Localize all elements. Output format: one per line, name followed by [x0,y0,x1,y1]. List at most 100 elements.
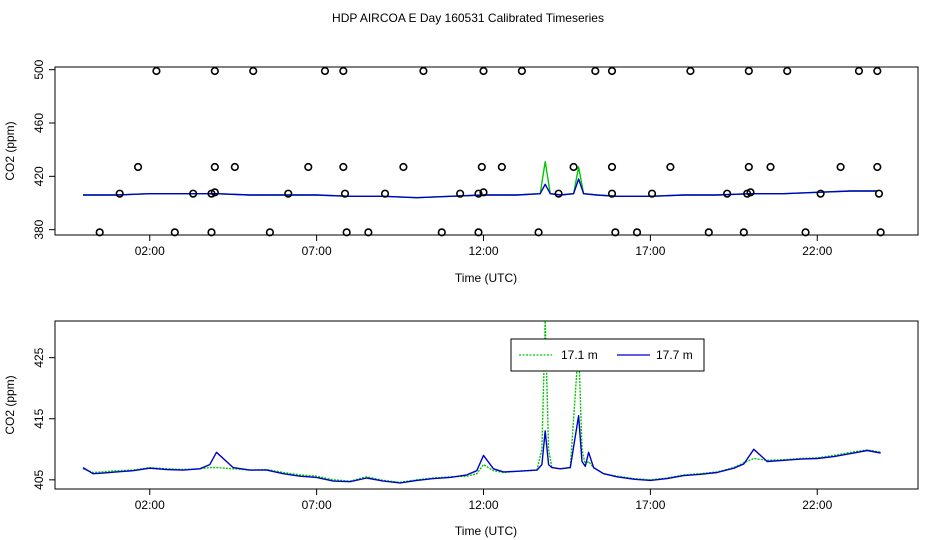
calibration-point [320,66,330,76]
calibration-point [854,66,864,76]
calibration-point [836,162,845,172]
calibration-point [95,228,104,237]
calibration-point [230,162,239,172]
legend: 17.1 m 17.7 m [510,338,705,372]
calibration-point [342,228,351,237]
calibration-point [554,189,563,198]
calibration-point [744,66,753,76]
top-points-group [95,66,885,237]
bottom-plot-frame [54,320,919,490]
calibration-point [380,189,390,198]
calibration-point [479,66,488,76]
calibration-point [746,188,755,197]
top-panel: 02:00 07:00 12:00 17:00 22:00 380 420 460 500 T… [3,59,919,285]
calibration-point [437,228,446,237]
calibration-point [783,66,792,76]
bot-y-tick-label: 415 [32,408,46,428]
calibration-point [497,162,506,172]
bottom-x-label: Time (UTC) [455,524,517,538]
top-x-tick-label: 17:00 [635,244,665,258]
top-x-axis: 02:00 07:00 12:00 17:00 22:00 [135,235,833,258]
bot-x-tick-label: 07:00 [302,498,332,512]
bot-x-tick-label: 12:00 [468,498,498,512]
calibration-point [686,66,695,76]
calibration-point [477,162,486,172]
calibration-point [607,162,617,172]
calibration-point [265,228,275,237]
top-x-tick-label: 07:00 [302,244,332,258]
calibration-point [534,228,543,237]
legend-label-17-1m: 17.1 m [561,348,598,362]
calibration-point [339,66,348,76]
calibration-point [666,162,675,172]
calibration-point [647,189,657,198]
legend-box [510,338,705,372]
calibration-point [874,189,884,198]
calibration-point [607,66,617,76]
calibration-point [632,228,642,237]
calibration-point [249,66,258,76]
calibration-point [339,162,348,172]
top-series-17-7-mline [83,178,878,199]
bot-y-tick-label: 405 [32,470,46,490]
calibration-point [744,162,753,172]
calibration-point [115,189,124,198]
top-y-tick-label: 420 [32,166,46,186]
bot-series-17-7-mline [82,415,881,484]
calibration-point [284,189,293,198]
calibration-point [766,162,775,172]
calibration-point [873,66,882,76]
top-plot-frame [54,66,919,236]
calibration-point [210,66,219,76]
calibration-point [739,228,748,237]
top-x-tick-label: 02:00 [135,244,165,258]
top-x-tick-label: 22:00 [802,244,832,258]
calibration-point [364,228,373,237]
calibration-point [607,189,617,198]
calibration-point [340,189,350,198]
top-series-group [83,161,878,199]
calibration-point [723,189,732,198]
bot-x-tick-label: 22:00 [802,498,832,512]
calibration-point [133,162,143,172]
top-y-label: CO2 (ppm) [3,121,17,180]
calibration-point [189,189,198,198]
calibration-point [816,189,825,198]
calibration-point [873,162,882,172]
top-x-label: Time (UTC) [455,271,517,285]
bottom-y-label: CO2 (ppm) [3,375,17,434]
bottom-x-axis: 02:00 07:00 12:00 17:00 22:00 [135,489,833,512]
top-y-tick-label: 500 [32,59,46,79]
top-y-tick-label: 380 [32,219,46,239]
calibration-point [207,228,216,237]
calibration-point [210,188,219,197]
calibration-point [456,189,465,198]
top-x-tick-label: 12:00 [468,244,498,258]
calibration-point [304,162,313,172]
calibration-point [210,162,219,172]
bottom-series-group [82,320,881,484]
calibration-point [801,228,810,237]
bottom-y-axis: 405 415 425 [32,347,55,490]
bot-x-tick-label: 02:00 [135,498,165,512]
top-y-tick-label: 460 [32,113,46,133]
bot-x-tick-label: 17:00 [635,498,665,512]
calibration-point [569,162,578,172]
calibration-point [611,228,620,237]
calibration-point [419,66,428,76]
bot-y-tick-label: 425 [32,347,46,367]
calibration-point [876,228,885,237]
calibration-point [152,66,161,76]
calibration-point [474,189,483,198]
bottom-panel: 02:00 07:00 12:00 17:00 22:00 405 415 425 Time… [3,320,919,538]
calibration-point [479,188,488,197]
legend-label-17-7m: 17.7 m [656,348,693,362]
calibration-point [399,162,408,172]
chart-title: HDP AIRCOA E Day 160531 Calibrated Times… [332,11,604,25]
calibration-point [591,66,600,76]
calibration-point [704,228,713,237]
calibration-point [517,66,526,76]
calibration-point [170,228,179,237]
top-y-axis: 380 420 460 500 [32,59,55,240]
